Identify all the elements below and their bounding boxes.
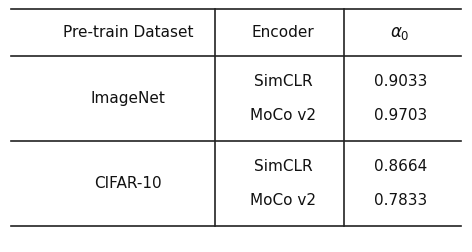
Text: SimCLR: SimCLR bbox=[253, 74, 312, 89]
Text: 0.9033: 0.9033 bbox=[373, 74, 427, 89]
Text: Pre-train Dataset: Pre-train Dataset bbox=[63, 25, 194, 40]
Text: 0.8664: 0.8664 bbox=[374, 159, 427, 174]
Text: $\alpha_0$: $\alpha_0$ bbox=[390, 23, 410, 42]
Text: 0.7833: 0.7833 bbox=[374, 193, 427, 208]
Text: Encoder: Encoder bbox=[252, 25, 314, 40]
Text: 0.9703: 0.9703 bbox=[374, 108, 427, 123]
Text: MoCo v2: MoCo v2 bbox=[250, 193, 316, 208]
Text: ImageNet: ImageNet bbox=[91, 91, 166, 106]
Text: MoCo v2: MoCo v2 bbox=[250, 108, 316, 123]
Text: CIFAR-10: CIFAR-10 bbox=[94, 176, 162, 191]
Text: SimCLR: SimCLR bbox=[253, 159, 312, 174]
